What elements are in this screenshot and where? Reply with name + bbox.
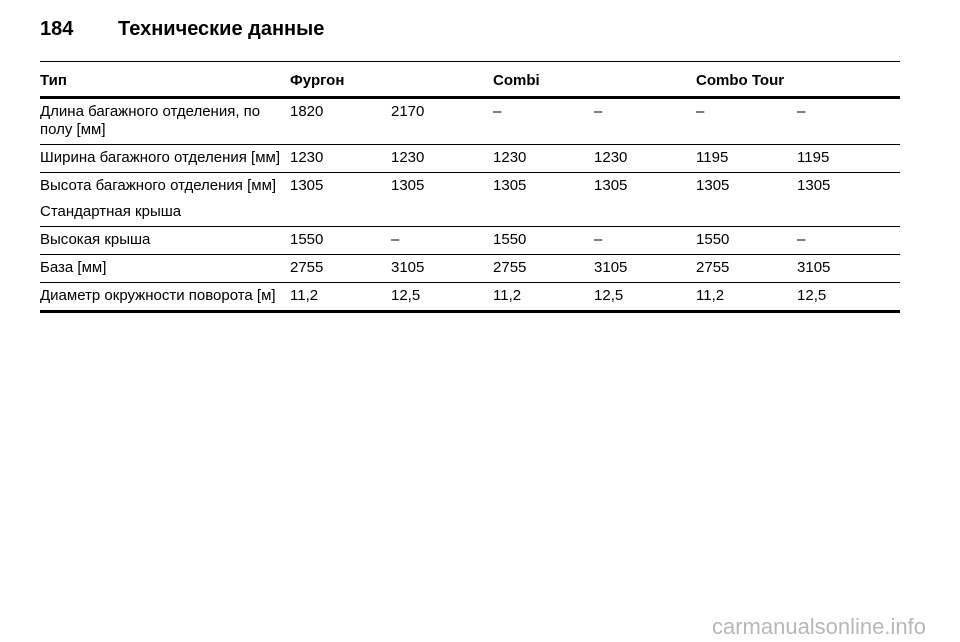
- header-row: Тип Фургон Combi Combo Tour: [40, 70, 901, 99]
- value-cell: 1230: [290, 144, 391, 173]
- value-cell: 1550: [696, 226, 798, 255]
- value-cell: 11,2: [290, 282, 391, 313]
- page-number: 184: [40, 18, 74, 40]
- row-label-cell: Длина багажного отделения, по полу [мм]: [40, 97, 290, 145]
- row-label-cell: База [мм]: [40, 254, 290, 283]
- value-cell: –: [493, 97, 595, 145]
- value-cell: 11,2: [493, 282, 595, 313]
- row-sublabel: Стандартная крыша: [40, 203, 182, 220]
- value-cell: 3105: [797, 254, 901, 283]
- value-cell: 3105: [391, 254, 494, 283]
- value-cell: 12,5: [391, 282, 494, 313]
- row-label: Высота багажного отделения [мм]: [40, 177, 277, 194]
- value-cell: 1550: [290, 226, 391, 255]
- column-header: Combo Tour: [696, 70, 901, 99]
- table-row: Высокая крыша 1550–1550–1550–: [40, 226, 901, 255]
- watermark: carmanualsonline.info: [711, 614, 926, 639]
- value-cell: 3105: [594, 254, 697, 283]
- table-body: Длина багажного отделения, по полу [мм] 1…: [40, 97, 901, 313]
- value-cell: 2755: [493, 254, 595, 283]
- value-cell: –: [594, 226, 697, 255]
- value-cell: 2755: [696, 254, 798, 283]
- value-cell: 12,5: [594, 282, 697, 313]
- header-rule: [40, 61, 900, 62]
- value-cell: 1195: [797, 144, 901, 173]
- row-label: База [мм]: [40, 259, 107, 276]
- value-cell: 1230: [594, 144, 697, 173]
- row-label: Высокая крыша: [40, 231, 151, 248]
- table-row: Высота багажного отделения [мм] Стандартн…: [40, 172, 901, 227]
- column-header: Combi: [493, 70, 697, 99]
- row-label-cell: Высокая крыша: [40, 226, 290, 255]
- spec-table: Тип Фургон Combi Combo Tour Длина багажного…: [40, 70, 901, 313]
- value-cell: 1305: [493, 172, 595, 227]
- value-cell: 1305: [391, 172, 494, 227]
- table-row: Длина багажного отделения, по полу [мм] 1…: [40, 97, 901, 145]
- page-title: Технические данные: [118, 18, 325, 40]
- column-header: Тип: [40, 70, 290, 99]
- value-cell: 2755: [290, 254, 391, 283]
- value-cell: 1305: [696, 172, 798, 227]
- value-cell: 1230: [391, 144, 494, 173]
- table-row: Ширина багажного отделения [мм] 1230 1230 1…: [40, 144, 901, 173]
- value-cell: –: [696, 97, 798, 145]
- row-label-cell: Диаметр окружности поворота [м]: [40, 282, 290, 313]
- value-cell: 12,5: [797, 282, 901, 313]
- row-label-cell: Высота багажного отделения [мм] Стандартн…: [40, 172, 290, 227]
- value-cell: –: [797, 226, 901, 255]
- value-cell: 1230: [493, 144, 595, 173]
- value-cell: 2170: [391, 97, 494, 145]
- table-row: Диаметр окружности поворота [м] 11,2 12,5 1…: [40, 282, 901, 313]
- row-label: Длина багажного отделения, по полу [мм]: [40, 103, 261, 138]
- table-row: База [мм] 2755 3105 2755 3105 2755 3105: [40, 254, 901, 283]
- row-label: Диаметр окружности поворота [м]: [40, 287, 276, 304]
- column-header: Фургон: [290, 70, 494, 99]
- value-cell: 1195: [696, 144, 798, 173]
- value-cell: 11,2: [696, 282, 798, 313]
- value-cell: 1305: [290, 172, 391, 227]
- value-cell: 1305: [594, 172, 697, 227]
- value-cell: –: [594, 97, 697, 145]
- value-cell: –: [797, 97, 901, 145]
- value-cell: –: [391, 226, 494, 255]
- row-label-cell: Ширина багажного отделения [мм]: [40, 144, 290, 173]
- value-cell: 1820: [290, 97, 391, 145]
- header: 184 Технические данные: [40, 18, 324, 41]
- row-label: Ширина багажного отделения [мм]: [40, 149, 281, 166]
- value-cell: 1305: [797, 172, 901, 227]
- value-cell: 1550: [493, 226, 595, 255]
